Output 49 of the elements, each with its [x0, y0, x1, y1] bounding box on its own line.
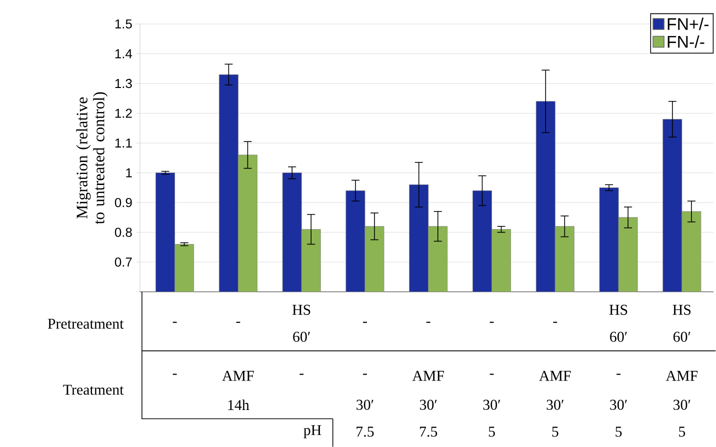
y-tick-label: 1.5: [115, 19, 132, 28]
text: -: [616, 374, 620, 375]
text: 30′: [420, 400, 437, 410]
text: -: [172, 322, 177, 323]
text: -: [490, 374, 494, 375]
y-tick-label: 0.7: [114, 257, 132, 267]
text: -: [363, 322, 367, 323]
y-tick-label: 0.8: [114, 228, 132, 237]
text: -: [172, 374, 177, 375]
legend-label: FN-/-: [668, 35, 704, 48]
text: AMF: [222, 370, 254, 381]
text: 60′: [610, 332, 627, 342]
text: 5: [488, 426, 495, 437]
text: AMF: [539, 370, 571, 381]
text: -: [426, 322, 430, 323]
text: 60′: [673, 332, 690, 342]
text: 60′: [293, 332, 310, 342]
text: -: [553, 322, 558, 323]
text: -: [490, 322, 494, 323]
y-tick-label: 1.1: [115, 138, 132, 148]
y-tick-label: 1.3: [115, 78, 132, 88]
text: 5: [552, 426, 558, 437]
text: AMF: [412, 370, 444, 381]
text: 30′: [610, 400, 627, 410]
text: 30′: [546, 400, 564, 410]
text: 7.5: [356, 426, 374, 437]
text: AMF: [666, 370, 698, 381]
text: pH: [304, 425, 322, 438]
text: Pretreatment: [48, 318, 124, 329]
text: 5: [616, 426, 622, 437]
y-tick-label: 1.2: [115, 108, 132, 118]
y-tick-label: 0.9: [114, 198, 132, 208]
text: Treatment: [63, 384, 124, 395]
text: -: [363, 374, 367, 375]
text: 30′: [483, 400, 500, 410]
text: -: [300, 374, 304, 375]
text: -: [236, 322, 240, 323]
text: HS: [292, 304, 310, 315]
legend-label: FN+/-: [668, 18, 708, 30]
y-tick-label: 1: [126, 168, 132, 178]
text: 5: [679, 426, 686, 437]
y-tick-label: 1.4: [115, 49, 132, 58]
text: 30′: [674, 400, 690, 410]
text: 7.5: [420, 426, 438, 437]
y-axis-title: Migration (relative to untreated control): [76, 92, 108, 224]
text: 14h: [228, 400, 250, 410]
text: 30′: [356, 400, 374, 410]
text: HS: [609, 304, 628, 315]
text: HS: [672, 304, 691, 315]
